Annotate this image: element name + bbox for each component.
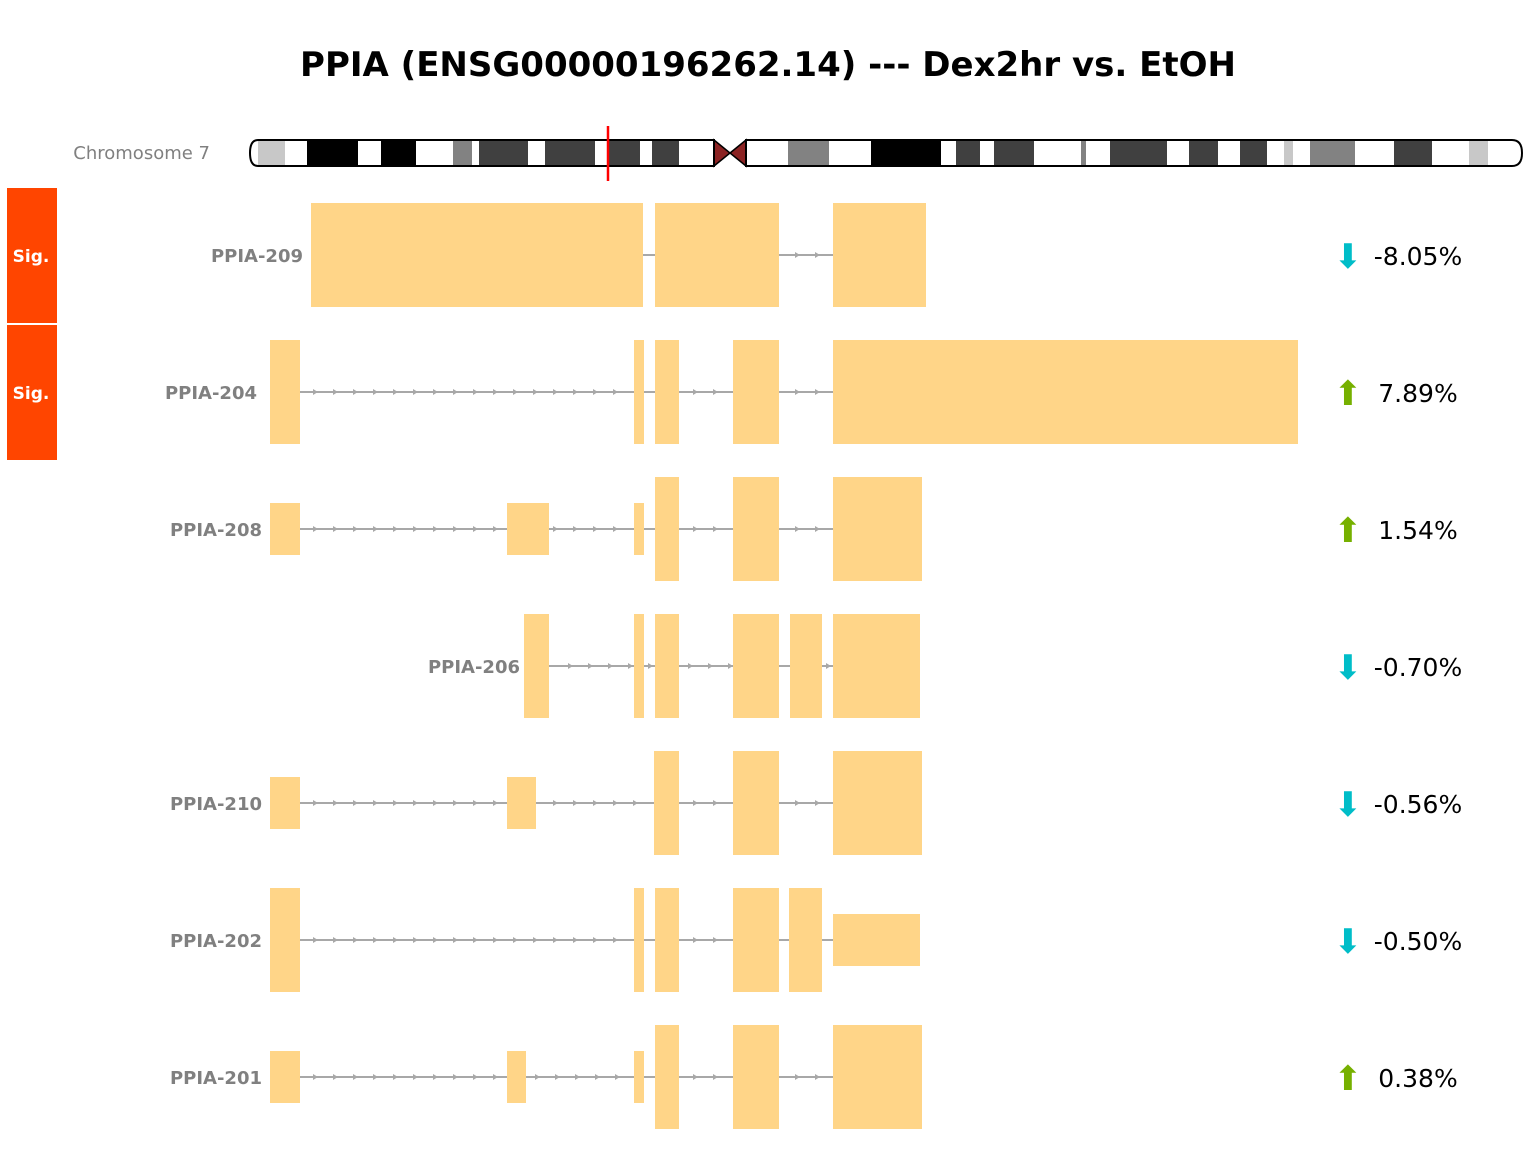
sig-badge-1: Sig. [7,325,57,460]
transcript-row-ppia-208: PPIA-208 ⬆ 1.54% [170,477,1458,581]
exons [270,477,922,581]
transcript-label: PPIA-204 [165,383,257,404]
sig-badge-label: Sig. [13,247,50,267]
intron-arrows [313,526,820,532]
change-value: -8.05% [1374,242,1462,271]
transcript-row-ppia-210: PPIA-210 ⬇ -0.56% [170,751,1462,855]
exons [270,888,920,992]
intron-arrows [313,937,718,943]
direction-down-arrow-icon: ⬇ [1334,922,1363,962]
transcript-row-ppia-201: PPIA-201 ⬆ 0.38% [170,1025,1458,1129]
direction-down-arrow-icon: ⬇ [1334,237,1363,277]
transcript-label: PPIA-201 [170,1068,262,1089]
change-value: -0.56% [1374,790,1462,819]
exons [270,751,922,855]
chromosome-ideogram [248,126,1524,181]
change-value: 1.54% [1378,516,1457,545]
q-arm-outline [745,139,1524,167]
centromere [713,138,747,168]
direction-down-arrow-icon: ⬇ [1334,785,1363,825]
intron-arrows [795,252,820,258]
transcript-row-ppia-204: PPIA-204 ⬆ 7.89% [165,340,1458,444]
exons [270,340,1298,444]
figure-title: PPIA (ENSG00000196262.14) --- Dex2hr vs.… [300,45,1236,85]
intron-arrows [313,389,820,395]
chromosome-label: Chromosome 7 [73,143,210,164]
intron-arrows [313,1074,820,1080]
p-arm [250,140,714,166]
transcript-row-ppia-209: PPIA-209 ⬇ -8.05% [211,203,1462,307]
change-value: 7.89% [1378,379,1457,408]
change-value: -0.70% [1374,653,1462,682]
direction-down-arrow-icon: ⬇ [1334,648,1363,688]
transcript-label: PPIA-208 [170,520,262,541]
direction-up-arrow-icon: ⬆ [1334,511,1363,551]
transcript-label: PPIA-206 [428,657,520,678]
transcript-row-ppia-202: PPIA-202 ⬇ -0.50% [170,888,1462,992]
transcript-label: PPIA-202 [170,931,262,952]
p-arm-outline [248,139,715,167]
intron-arrows [313,800,820,806]
exons [311,203,926,307]
direction-up-arrow-icon: ⬆ [1334,1059,1363,1099]
change-value: 0.38% [1378,1064,1457,1093]
q-arm [746,140,1522,166]
transcript-label: PPIA-209 [211,246,303,267]
transcript-row-ppia-206: PPIA-206 ⬇ -0.70% [428,614,1462,718]
exons [524,614,920,718]
intron-arrows [568,663,831,669]
transcript-label: PPIA-210 [170,794,262,815]
exons [270,1025,922,1129]
sig-badge-0: Sig. [7,188,57,323]
direction-up-arrow-icon: ⬆ [1334,374,1363,414]
change-value: -0.50% [1374,927,1462,956]
sig-badge-label: Sig. [13,384,50,404]
